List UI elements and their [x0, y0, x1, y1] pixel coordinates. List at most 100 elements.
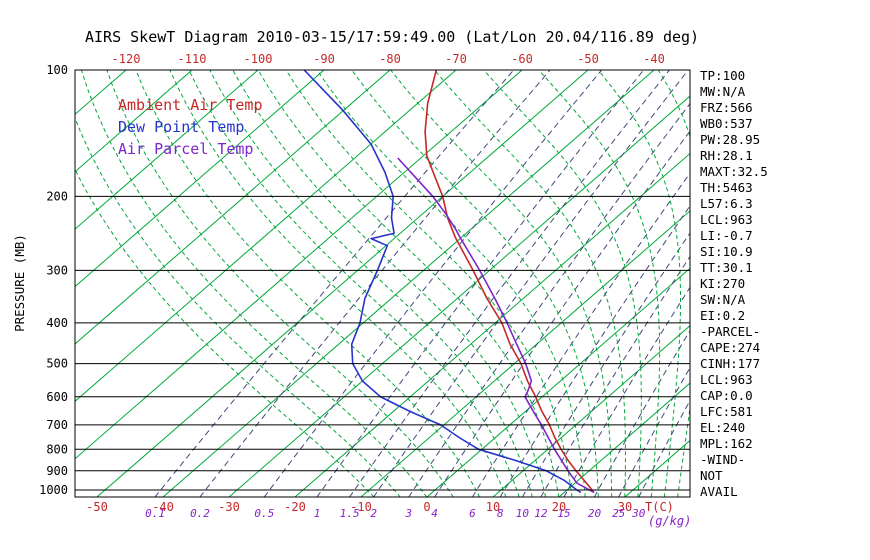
legend-ambient-temp-label: Ambient Air Temp [118, 96, 263, 114]
moist-adiabat-line [257, 70, 560, 497]
isotherm-line [492, 325, 690, 497]
temp-unit-label: T(C) [645, 500, 674, 514]
stats-line: AVAIL [700, 484, 738, 499]
moist-adiabat-line [538, 70, 661, 497]
stats-line: -PARCEL- [700, 324, 760, 339]
mixing-ratio-line [521, 232, 690, 497]
moist-adiabat-line [483, 70, 642, 497]
top-temp-label: -40 [643, 52, 665, 66]
ambient-temp-curve [424, 70, 595, 493]
mixing-ratio-label: 1 [314, 507, 321, 520]
stats-line: -WIND- [700, 452, 745, 467]
mixing-ratio-line [199, 70, 551, 497]
mixing-ratio-line [618, 366, 690, 497]
air-parcel-curve [397, 157, 595, 494]
stats-line: LFC:581 [700, 404, 753, 419]
stats-line: EL:240 [700, 420, 745, 435]
bottom-temp-label: -50 [86, 500, 108, 514]
mixing-ratio-line [154, 70, 515, 497]
pressure-tick-label: 1000 [39, 483, 68, 497]
mixing-ratio-line [471, 172, 690, 497]
isotherm-line [162, 70, 655, 497]
stats-line: MPL:162 [700, 436, 753, 451]
top-temp-label: -90 [313, 52, 335, 66]
bottom-temp-label: 0 [423, 500, 430, 514]
bottom-temp-label: -40 [152, 500, 174, 514]
top-temp-label: -120 [112, 52, 141, 66]
pressure-tick-label: 600 [46, 390, 68, 404]
mixing-ratio-label: 8 [497, 507, 504, 520]
isotherm-line [96, 70, 589, 497]
stats-line: TH:5463 [700, 180, 753, 195]
mixing-ratio-line [349, 70, 670, 497]
moist-adiabat-line [351, 70, 599, 497]
top-temp-label: -70 [445, 52, 467, 66]
isotherm-line [75, 70, 391, 345]
mixing-ratio-label: 25 [612, 507, 625, 520]
stats-line: LCL:963 [700, 372, 753, 387]
pressure-tick-label: 800 [46, 442, 68, 456]
bottom-temp-label: 10 [486, 500, 500, 514]
stats-line: TT:30.1 [700, 260, 753, 275]
moist-adiabat-line [106, 70, 454, 497]
stats-line: CINH:177 [700, 356, 760, 371]
bottom-temp-label: -10 [350, 500, 372, 514]
isotherm-line [75, 70, 457, 403]
mixing-ratio-label: 10 [516, 507, 530, 520]
pressure-tick-label: 300 [46, 263, 68, 277]
legend-air-parcel-label: Air Parcel Temp [118, 140, 253, 158]
bottom-temp-label: -20 [284, 500, 306, 514]
stats-line: KI:270 [700, 276, 745, 291]
mixing-ratio-label: 4 [431, 507, 438, 520]
isotherm-line [228, 95, 690, 497]
bottom-temp-label: 30 [618, 500, 632, 514]
mixing-ratio-line [540, 255, 690, 497]
plot-border [74, 69, 691, 498]
stats-line: RH:28.1 [700, 148, 753, 163]
top-temp-label: -50 [577, 52, 599, 66]
moist-adiabat-line [80, 70, 428, 497]
mixing-ratio-line [263, 70, 602, 497]
bottom-temp-label: -30 [218, 500, 240, 514]
legend-dew-point-label: Dew Point Temp [118, 118, 244, 136]
mixing-unit-label: (g/kg) [648, 514, 691, 528]
stats-line: SI:10.9 [700, 244, 753, 259]
isotherm-line [75, 70, 325, 288]
stats-line: TP:100 [700, 68, 745, 83]
moist-adiabat-line [316, 70, 586, 497]
isotherm-line [75, 70, 523, 460]
top-temp-label: -100 [244, 52, 273, 66]
stats-line: MAXT:32.5 [700, 164, 768, 179]
stats-line: LCL:963 [700, 212, 753, 227]
stats-line: PW:28.95 [700, 132, 760, 147]
stats-line: FRZ:566 [700, 100, 753, 115]
moist-adiabat-line [434, 70, 626, 497]
mixing-ratio-label: 20 [588, 507, 602, 520]
mixing-ratio-label: 0.5 [254, 507, 274, 520]
mixing-ratio-line [563, 286, 690, 497]
mixing-ratio-label: 6 [469, 507, 476, 520]
stats-line: LI:-0.7 [700, 228, 753, 243]
mixing-ratio-line [373, 70, 689, 497]
top-temp-label: -60 [511, 52, 533, 66]
mixing-ratio-label: 12 [534, 507, 548, 520]
stats-line: WB0:537 [700, 116, 753, 131]
mixing-ratio-label: 1.5 [340, 507, 360, 520]
moist-adiabat-line [169, 70, 507, 497]
stats-line: CAPE:274 [700, 340, 760, 355]
mixing-ratio-label: 0.1 [145, 507, 165, 520]
top-temp-label: -80 [379, 52, 401, 66]
pressure-tick-label: 900 [46, 464, 68, 478]
moist-adiabat-line [188, 70, 520, 497]
isotherm-line [75, 70, 259, 230]
mixing-ratio-line [434, 130, 690, 497]
moist-adiabat-line [390, 70, 613, 497]
stats-line: EI:0.2 [700, 308, 745, 323]
mixing-ratio-line [499, 205, 690, 497]
bottom-temp-label: 20 [552, 500, 566, 514]
stats-line: SW:N/A [700, 292, 746, 307]
chart-title: AIRS SkewT Diagram 2010-03-15/17:59:49.0… [85, 28, 699, 46]
